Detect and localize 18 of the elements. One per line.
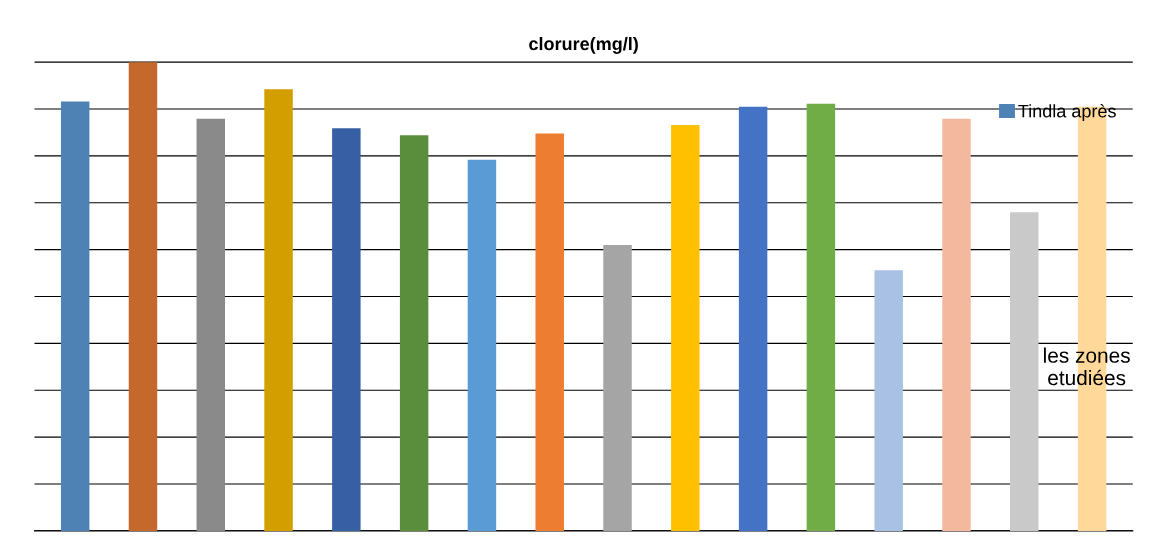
chart-title: clorure(mg/l) bbox=[529, 36, 638, 54]
bar bbox=[128, 62, 158, 531]
bar bbox=[738, 106, 768, 531]
bar bbox=[264, 89, 293, 531]
annotation: les zones etudiées bbox=[1044, 347, 1130, 386]
bar bbox=[60, 101, 90, 531]
bar bbox=[806, 103, 836, 531]
bar bbox=[1010, 212, 1039, 531]
bar bbox=[399, 135, 429, 531]
bar bbox=[467, 159, 497, 531]
bar bbox=[942, 118, 971, 531]
legend-label: Tindla après bbox=[1018, 104, 1116, 122]
bar bbox=[535, 133, 564, 531]
bar bbox=[874, 270, 903, 531]
bar bbox=[332, 128, 361, 531]
bar bbox=[196, 118, 225, 531]
bar bbox=[671, 124, 700, 531]
bar bbox=[603, 244, 632, 531]
